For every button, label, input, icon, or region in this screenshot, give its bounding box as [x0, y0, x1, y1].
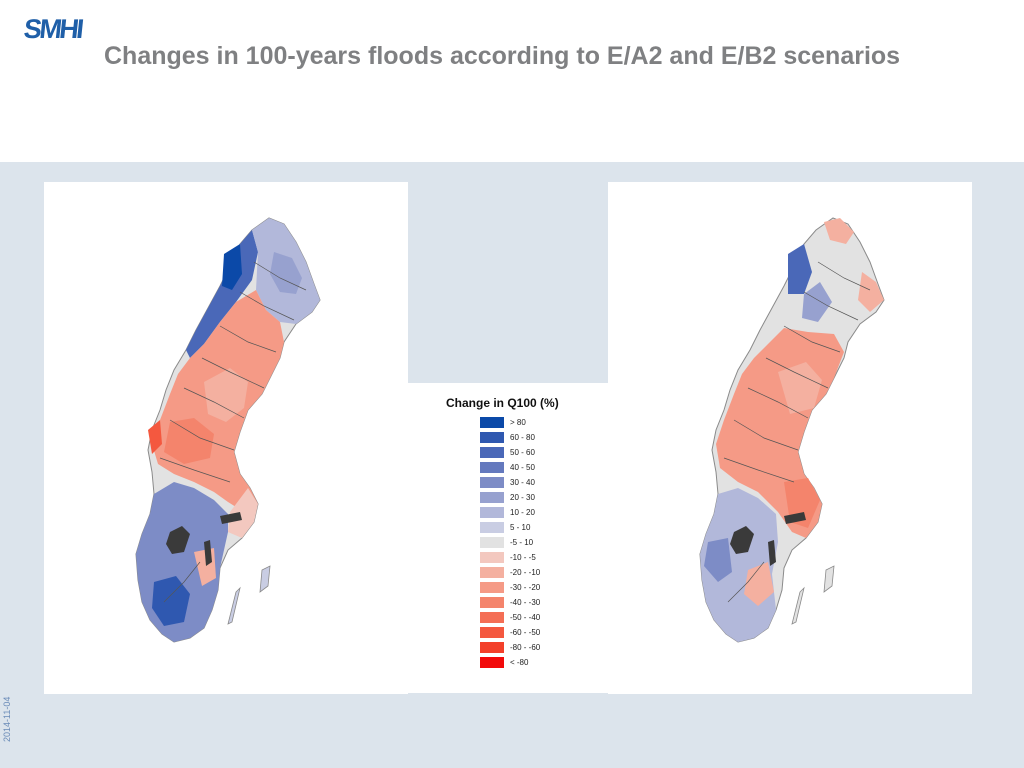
- sweden-map-right: [699, 217, 885, 643]
- legend-label: -10 - -5: [510, 553, 536, 562]
- legend-swatch: [480, 597, 504, 608]
- legend-label: -80 - -60: [510, 643, 541, 652]
- river-lines: [723, 261, 871, 603]
- legend-swatch: [480, 477, 504, 488]
- region-south-blue: [704, 538, 732, 582]
- lake-vattern: [768, 540, 776, 566]
- legend-label: -20 - -10: [510, 568, 541, 577]
- region-north-west: [788, 244, 812, 294]
- region-west-coast-red: [148, 420, 162, 454]
- region-north-east: [858, 272, 884, 312]
- region-central-2: [778, 362, 822, 414]
- legend-label: 5 - 10: [510, 523, 531, 532]
- legend-label: -50 - -40: [510, 613, 541, 622]
- scenario-map-right: [608, 182, 972, 694]
- island-oland: [227, 586, 241, 625]
- slide-header: SMHI Changes in 100-years floods accordi…: [0, 0, 1024, 162]
- region-central-2: [204, 368, 248, 422]
- island-gotland: [259, 565, 271, 593]
- smhi-logo-text: SMHI: [22, 14, 84, 44]
- legend-swatch: [480, 462, 504, 473]
- region-far-north-west: [222, 244, 242, 290]
- legend-label: 40 - 50: [510, 463, 535, 472]
- sweden-map-left: [135, 217, 321, 643]
- legend-label: -40 - -30: [510, 598, 541, 607]
- lake-malaren: [784, 512, 806, 524]
- legend-label: 20 - 30: [510, 493, 535, 502]
- legend-swatch: [480, 612, 504, 623]
- slide-title: Changes in 100-years floods according to…: [104, 42, 901, 70]
- river-lines: [159, 261, 307, 603]
- legend-swatch: [480, 447, 504, 458]
- legend-label: 10 - 20: [510, 508, 535, 517]
- region-east: [228, 488, 258, 538]
- legend-swatch: [480, 492, 504, 503]
- legend-label: -30 - -20: [510, 583, 541, 592]
- legend-swatch: [480, 522, 504, 533]
- slide-date: 2014-11-04: [2, 696, 12, 742]
- island-gotland: [823, 565, 835, 593]
- legend-swatch: [480, 552, 504, 563]
- legend-label: 60 - 80: [510, 433, 535, 442]
- lake-vattern: [204, 540, 212, 566]
- legend-swatch: [480, 417, 504, 428]
- region-south-deep: [152, 576, 190, 626]
- legend-swatch: [480, 657, 504, 668]
- legend-swatch: [480, 582, 504, 593]
- legend-swatch: [480, 627, 504, 638]
- legend-swatch: [480, 432, 504, 443]
- legend-swatch: [480, 537, 504, 548]
- legend-label: -60 - -50: [510, 628, 541, 637]
- lake-vanern: [730, 526, 754, 554]
- lake-malaren: [220, 512, 242, 524]
- legend-label: < -80: [510, 658, 529, 667]
- smhi-logo: SMHI: [22, 14, 88, 44]
- legend-panel: Change in Q100 (%) > 80 60 - 80 50 - 60 40 …: [408, 383, 608, 693]
- legend-swatch: [480, 567, 504, 578]
- region-central-3: [164, 418, 214, 464]
- legend-label: 30 - 40: [510, 478, 535, 487]
- region-north-2: [270, 252, 302, 294]
- island-oland: [791, 586, 805, 625]
- legend-label: -5 - 10: [510, 538, 534, 547]
- legend-swatch: [480, 507, 504, 518]
- region-south-red: [744, 562, 774, 606]
- scenario-map-left: [44, 182, 408, 694]
- legend-label: > 80: [510, 418, 526, 427]
- legend-title: Change in Q100 (%): [446, 396, 559, 410]
- region-north-mid: [802, 282, 832, 322]
- legend-label: 50 - 60: [510, 448, 535, 457]
- lake-vanern: [166, 526, 190, 554]
- legend-swatch: [480, 642, 504, 653]
- region-north-top: [824, 218, 854, 244]
